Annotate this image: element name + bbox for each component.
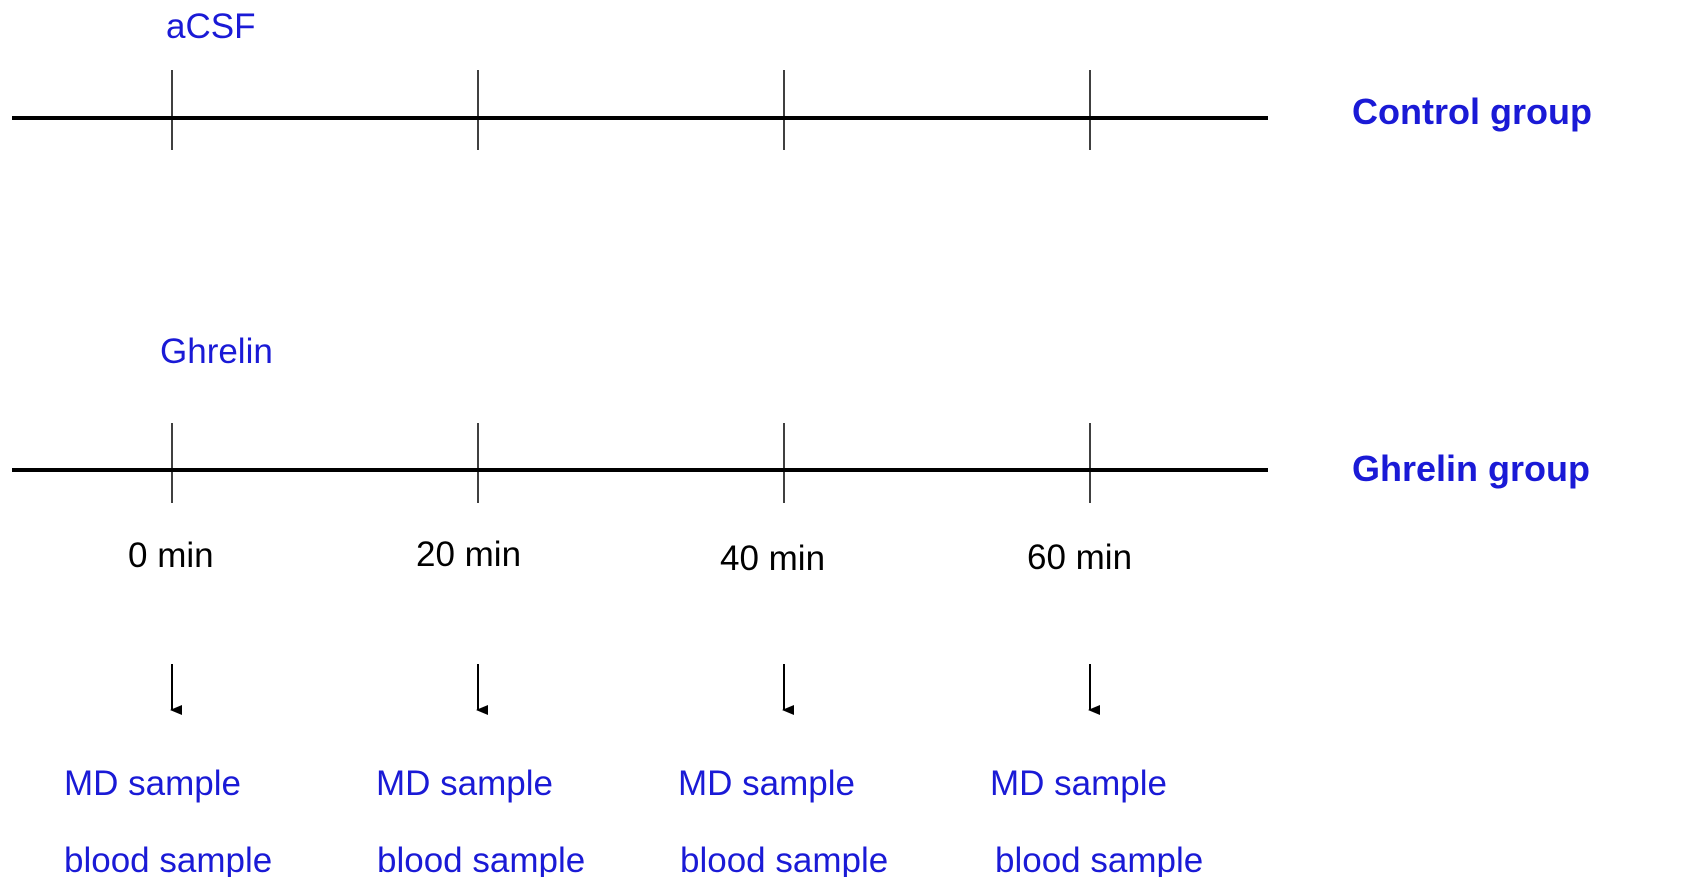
control-group-label: Control group xyxy=(1352,91,1592,132)
ghrelin-timeline: Ghrelin Ghrelin group xyxy=(12,332,1590,503)
control-timeline: aCSF Control group xyxy=(12,7,1592,150)
time-labels: 0 min 20 min 40 min 60 min xyxy=(128,535,1132,578)
md-sample-label-0: MD sample xyxy=(64,764,241,803)
md-sample-label-20: MD sample xyxy=(376,764,553,803)
ghrelin-drug-label: Ghrelin xyxy=(160,332,273,371)
md-sample-label-40: MD sample xyxy=(678,764,855,803)
time-label-0: 0 min xyxy=(128,536,214,575)
time-label-40: 40 min xyxy=(720,539,825,578)
ghrelin-group-label: Ghrelin group xyxy=(1352,448,1590,489)
sampling-arrows xyxy=(170,664,1100,715)
time-label-20: 20 min xyxy=(416,535,521,574)
sample-labels: MD sample MD sample MD sample MD sample … xyxy=(64,764,1203,877)
blood-sample-label-20: blood sample xyxy=(377,841,585,877)
blood-sample-label-60: blood sample xyxy=(995,841,1203,877)
time-label-60: 60 min xyxy=(1027,538,1132,577)
blood-sample-label-0: blood sample xyxy=(64,841,272,877)
md-sample-label-60: MD sample xyxy=(990,764,1167,803)
blood-sample-label-40: blood sample xyxy=(680,841,888,877)
control-drug-label: aCSF xyxy=(166,7,255,46)
